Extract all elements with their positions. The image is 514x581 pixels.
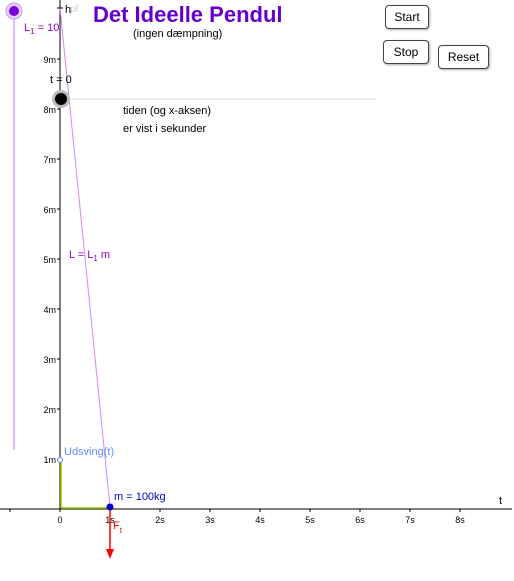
axis-top-label: h xyxy=(65,4,71,16)
udsving-point[interactable] xyxy=(57,457,63,463)
reset-button[interactable]: Reset xyxy=(438,45,489,69)
pendulum-string xyxy=(59,7,111,508)
x-tick-label: 0 xyxy=(57,515,62,525)
x-axis-ticks: 01s2s3s4s5s6s7s8s xyxy=(9,509,465,525)
y-tick-label: 6m xyxy=(43,205,56,215)
time-label: t = 0 xyxy=(50,74,72,86)
mass-label: m = 100kg xyxy=(114,491,166,503)
x-tick-label: 6s xyxy=(355,515,365,525)
y-tick-label: 1m xyxy=(43,455,56,465)
y-tick-label: 8m xyxy=(43,105,56,115)
y-tick-label: 2m xyxy=(43,405,56,415)
y-tick-label: 7m xyxy=(43,155,56,165)
y-tick-label: 3m xyxy=(43,355,56,365)
length-label: L = L1 m xyxy=(69,249,110,263)
note-line-1: tiden (og x-aksen) xyxy=(123,105,211,117)
y-tick-label: 5m xyxy=(43,255,56,265)
slider-knob-center[interactable] xyxy=(9,6,19,16)
axis-top-faded: pf xyxy=(70,4,79,15)
x-tick-label: 5s xyxy=(305,515,315,525)
x-tick-label: 2s xyxy=(155,515,165,525)
force-label: Ft xyxy=(113,520,123,535)
x-axis-label: t xyxy=(499,495,502,507)
y-tick-label: 9m xyxy=(43,55,56,65)
x-tick-label: 7s xyxy=(405,515,415,525)
note-line-2: er vist i sekunder xyxy=(123,123,206,135)
start-button[interactable]: Start xyxy=(385,5,429,29)
stop-button[interactable]: Stop xyxy=(383,40,429,64)
time-point[interactable] xyxy=(55,93,67,105)
subtitle: (ingen dæmpning) xyxy=(133,28,222,40)
x-tick-label: 8s xyxy=(455,515,465,525)
x-tick-label: 3s xyxy=(205,515,215,525)
x-tick-label: 4s xyxy=(255,515,265,525)
y-axis-ticks: 1m 2m 3m 4m 5m 6m 7m 8m 9m xyxy=(43,55,60,465)
slider-label: L1 = 10 xyxy=(24,22,59,36)
y-tick-label: 4m xyxy=(43,305,56,315)
force-arrowhead xyxy=(106,549,114,559)
udsving-label: Udsving(t) xyxy=(64,446,114,458)
pendulum-mass[interactable] xyxy=(106,503,114,511)
page-title: Det Ideelle Pendul xyxy=(93,2,283,27)
